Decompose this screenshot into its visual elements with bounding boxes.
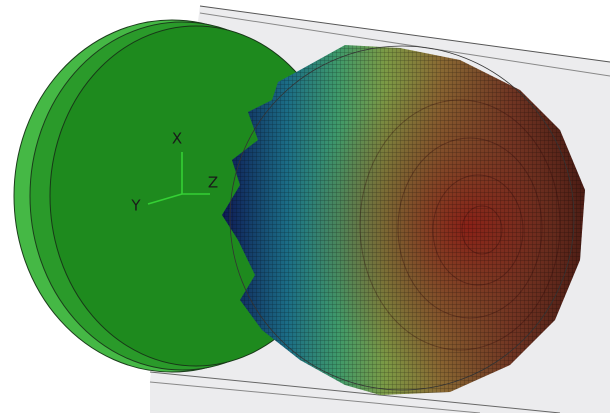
z-label: Z	[208, 174, 218, 192]
mesh	[222, 45, 585, 395]
tube-edge	[149, 381, 481, 413]
tube-edge	[199, 5, 610, 63]
tube-edge	[149, 371, 561, 413]
y-axis	[147, 193, 183, 205]
mesh-rings	[359, 99, 561, 351]
x-label: X	[172, 130, 182, 148]
y-label: Y	[130, 197, 141, 215]
outline-circle	[229, 45, 575, 391]
tube-edge	[199, 12, 610, 77]
mesh-grid	[222, 45, 585, 395]
axis-triad	[147, 152, 210, 205]
